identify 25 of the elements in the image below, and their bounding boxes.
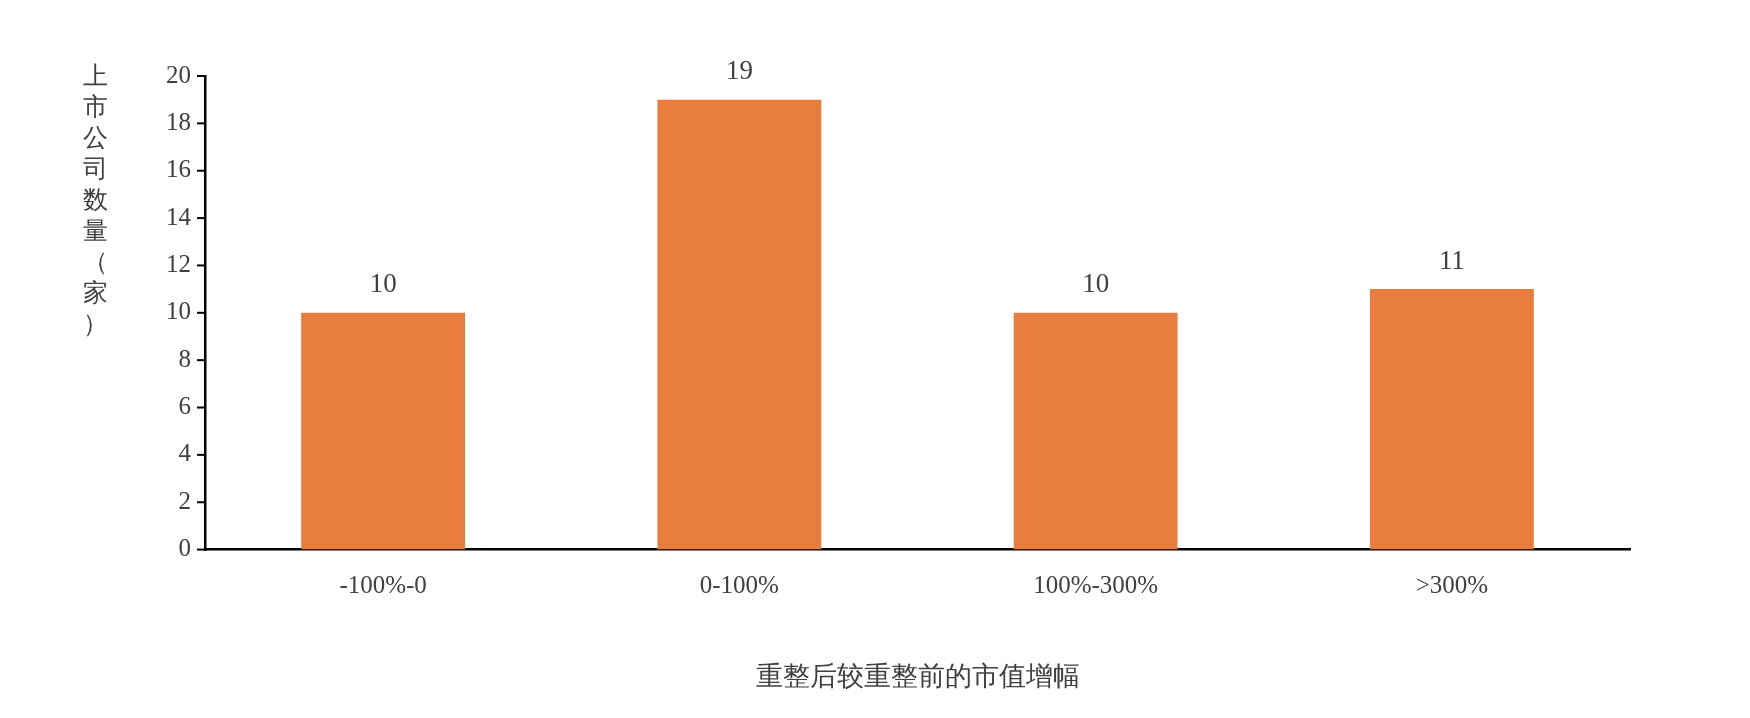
y-tick-label: 4 xyxy=(178,439,192,467)
text: 上市公司数量（家） xyxy=(82,62,108,337)
y-tick-label: 18 xyxy=(166,107,191,135)
x-tick-label: 0-100% xyxy=(699,571,779,599)
bar xyxy=(657,99,822,550)
data-label: 11 xyxy=(1438,244,1465,275)
bar xyxy=(301,312,466,550)
bar xyxy=(1369,289,1534,550)
data-label: 10 xyxy=(1082,268,1110,299)
y-tick-label: 2 xyxy=(178,486,191,514)
y-tick-label: 6 xyxy=(178,392,191,420)
x-tick-label: >300% xyxy=(1415,571,1489,599)
y-tick-label: 20 xyxy=(166,60,191,88)
x-tick-label: 100%-300% xyxy=(1033,571,1159,599)
x-tick-label: -100%-0 xyxy=(339,571,427,599)
bar xyxy=(1013,312,1178,550)
y-tick-label: 10 xyxy=(166,297,191,325)
y-tick-label: 16 xyxy=(166,155,191,183)
data-label: 10 xyxy=(369,268,397,299)
y-tick-label: 8 xyxy=(178,344,191,372)
x-axis-title: 重整后较重整前的市值增幅 xyxy=(755,660,1080,691)
y-tick-label: 12 xyxy=(166,250,191,277)
y-tick-label: 14 xyxy=(166,202,192,230)
y-tick-label: 0 xyxy=(178,534,191,562)
data-label: 19 xyxy=(725,55,753,86)
